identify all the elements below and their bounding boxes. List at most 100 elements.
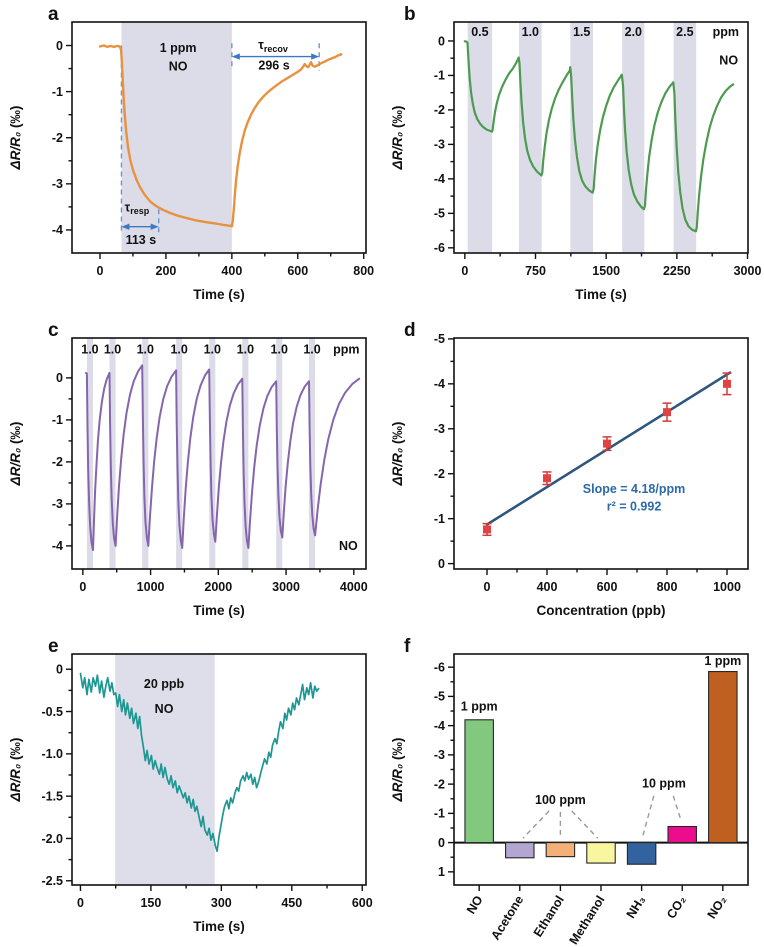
- svg-text:1000: 1000: [137, 580, 165, 594]
- svg-text:300: 300: [211, 896, 232, 910]
- svg-text:-4: -4: [52, 223, 63, 237]
- svg-text:0.5: 0.5: [471, 25, 488, 39]
- panel-d: d 0 400 600 800 1000 -5 -4 -3 -2 -1 0 Concentration…: [382, 316, 764, 632]
- svg-text:ΔR/R₀ (‰): ΔR/R₀ (‰): [390, 422, 405, 487]
- svg-text:-2: -2: [52, 131, 63, 145]
- svg-text:400: 400: [221, 264, 242, 278]
- svg-text:Methanol: Methanol: [567, 893, 608, 947]
- panel-label-e: e: [48, 636, 59, 657]
- svg-text:-6: -6: [434, 241, 445, 255]
- svg-text:4000: 4000: [340, 580, 368, 594]
- svg-text:1.0: 1.0: [237, 343, 254, 357]
- svg-text:-0.5: -0.5: [41, 705, 63, 719]
- panel-label-b: b: [404, 4, 416, 25]
- svg-text:-4: -4: [434, 719, 445, 733]
- svg-text:-4: -4: [52, 539, 63, 553]
- panel-b-chart: 0 750 1500 2250 3000 0 -1 -2 -3 -4 -5 -6 Time (s) ΔR/…: [390, 21, 761, 302]
- svg-text:450: 450: [281, 896, 302, 910]
- svg-text:ΔR/R₀ (‰): ΔR/R₀ (‰): [390, 738, 405, 803]
- svg-text:0: 0: [97, 264, 104, 278]
- svg-text:NO: NO: [464, 893, 486, 917]
- svg-text:1 ppm: 1 ppm: [160, 41, 197, 55]
- svg-text:1000: 1000: [713, 580, 741, 594]
- svg-text:-1: -1: [434, 807, 445, 821]
- svg-text:NO: NO: [155, 702, 174, 716]
- svg-text:-5: -5: [434, 332, 445, 346]
- panel-label-f: f: [404, 636, 411, 657]
- svg-text:1.0: 1.0: [522, 25, 539, 39]
- svg-text:-1: -1: [52, 413, 63, 427]
- svg-text:0: 0: [77, 896, 84, 910]
- svg-text:800: 800: [353, 264, 374, 278]
- svg-text:ΔR/R₀ (‰): ΔR/R₀ (‰): [8, 738, 23, 803]
- svg-text:-3: -3: [52, 497, 63, 511]
- svg-text:0: 0: [56, 663, 63, 677]
- panel-a: a 0 200 400 600 800 0 -1 -2 -3 -4 Time (s) ΔR/R₀ (‰…: [0, 0, 382, 316]
- panel-e-chart: 0 150 300 450 600 0 -0.5 -1.0 -1.5 -2.0 -2.5 Time (…: [8, 653, 373, 934]
- svg-text:τrecov: τrecov: [258, 38, 288, 54]
- svg-text:750: 750: [525, 264, 546, 278]
- svg-text:600: 600: [287, 264, 308, 278]
- svg-text:0: 0: [56, 39, 63, 53]
- svg-text:-5: -5: [434, 207, 445, 221]
- svg-text:1500: 1500: [592, 264, 620, 278]
- svg-text:1: 1: [438, 865, 445, 879]
- svg-text:τresp: τresp: [125, 201, 150, 217]
- panel-f: f NO Acetone Ethanol Methanol NH₃ CO₂ NO₂ -6 -5 -…: [382, 632, 764, 947]
- svg-text:-5: -5: [434, 690, 445, 704]
- svg-text:NH₃: NH₃: [624, 893, 649, 921]
- svg-text:ppm: ppm: [713, 25, 739, 39]
- svg-text:Acetone: Acetone: [488, 893, 526, 942]
- panel-label-c: c: [48, 320, 59, 341]
- svg-text:Time (s): Time (s): [193, 287, 245, 302]
- svg-text:1 ppm: 1 ppm: [461, 699, 498, 713]
- svg-text:1.0: 1.0: [104, 343, 121, 357]
- svg-text:2.5: 2.5: [676, 25, 693, 39]
- svg-text:1 ppm: 1 ppm: [704, 654, 741, 668]
- svg-text:NO: NO: [169, 59, 188, 73]
- svg-text:2250: 2250: [663, 264, 691, 278]
- svg-text:1.0: 1.0: [137, 343, 154, 357]
- svg-text:2000: 2000: [204, 580, 232, 594]
- svg-text:100 ppm: 100 ppm: [535, 793, 586, 807]
- svg-text:200: 200: [156, 264, 177, 278]
- svg-text:0: 0: [484, 580, 491, 594]
- panel-d-chart: 0 400 600 800 1000 -5 -4 -3 -2 -1 0 Concentration (…: [390, 332, 749, 618]
- svg-text:-1.5: -1.5: [41, 789, 63, 803]
- svg-text:ppm: ppm: [333, 343, 359, 357]
- svg-text:-3: -3: [52, 177, 63, 191]
- svg-text:Time (s): Time (s): [193, 919, 245, 934]
- svg-text:-1.0: -1.0: [41, 747, 63, 761]
- panel-e: e 0 150 300 450 600 0 -0.5 -1.0 -1.5 -2.0 -2.5 Time…: [0, 632, 382, 947]
- svg-text:-2: -2: [434, 777, 445, 791]
- svg-text:-2.5: -2.5: [41, 874, 63, 888]
- svg-text:0: 0: [438, 836, 445, 850]
- svg-text:150: 150: [140, 896, 161, 910]
- svg-text:Time (s): Time (s): [575, 287, 627, 302]
- svg-text:0: 0: [438, 34, 445, 48]
- svg-text:NO: NO: [719, 53, 738, 67]
- svg-text:Concentration (ppb): Concentration (ppb): [537, 603, 666, 618]
- panel-c: c 0 1000 2000 3000 4000 0 -1 -2 -3 -4 Time (s) ΔR/R…: [0, 316, 382, 632]
- panel-a-chart: 0 200 400 600 800 0 -1 -2 -3 -4 Time (s) ΔR/R₀ (‰) 1…: [8, 21, 374, 302]
- svg-text:r² = 0.992: r² = 0.992: [607, 500, 662, 514]
- svg-text:-3: -3: [434, 422, 445, 436]
- panel-b: b 0 750 1500 2250 3000 0 -1 -2 -3 -4 -5 -6 Time (s) Δ…: [382, 0, 764, 316]
- svg-text:3000: 3000: [272, 580, 300, 594]
- svg-text:Slope = 4.18/ppm: Slope = 4.18/ppm: [583, 482, 685, 496]
- svg-text:Time (s): Time (s): [193, 603, 245, 618]
- svg-text:-2: -2: [52, 455, 63, 469]
- svg-text:0: 0: [461, 264, 468, 278]
- svg-text:-4: -4: [434, 172, 445, 186]
- svg-text:400: 400: [537, 580, 558, 594]
- svg-text:ΔR/R₀ (‰): ΔR/R₀ (‰): [8, 422, 23, 487]
- svg-text:-4: -4: [434, 377, 445, 391]
- svg-text:-1: -1: [434, 512, 445, 526]
- svg-text:ΔR/R₀ (‰): ΔR/R₀ (‰): [8, 106, 23, 171]
- svg-text:ΔR/R₀ (‰): ΔR/R₀ (‰): [390, 106, 405, 171]
- svg-text:0: 0: [56, 371, 63, 385]
- svg-text:0: 0: [438, 557, 445, 571]
- svg-text:2.0: 2.0: [625, 25, 642, 39]
- svg-text:CO₂: CO₂: [664, 893, 689, 921]
- svg-text:-6: -6: [434, 660, 445, 674]
